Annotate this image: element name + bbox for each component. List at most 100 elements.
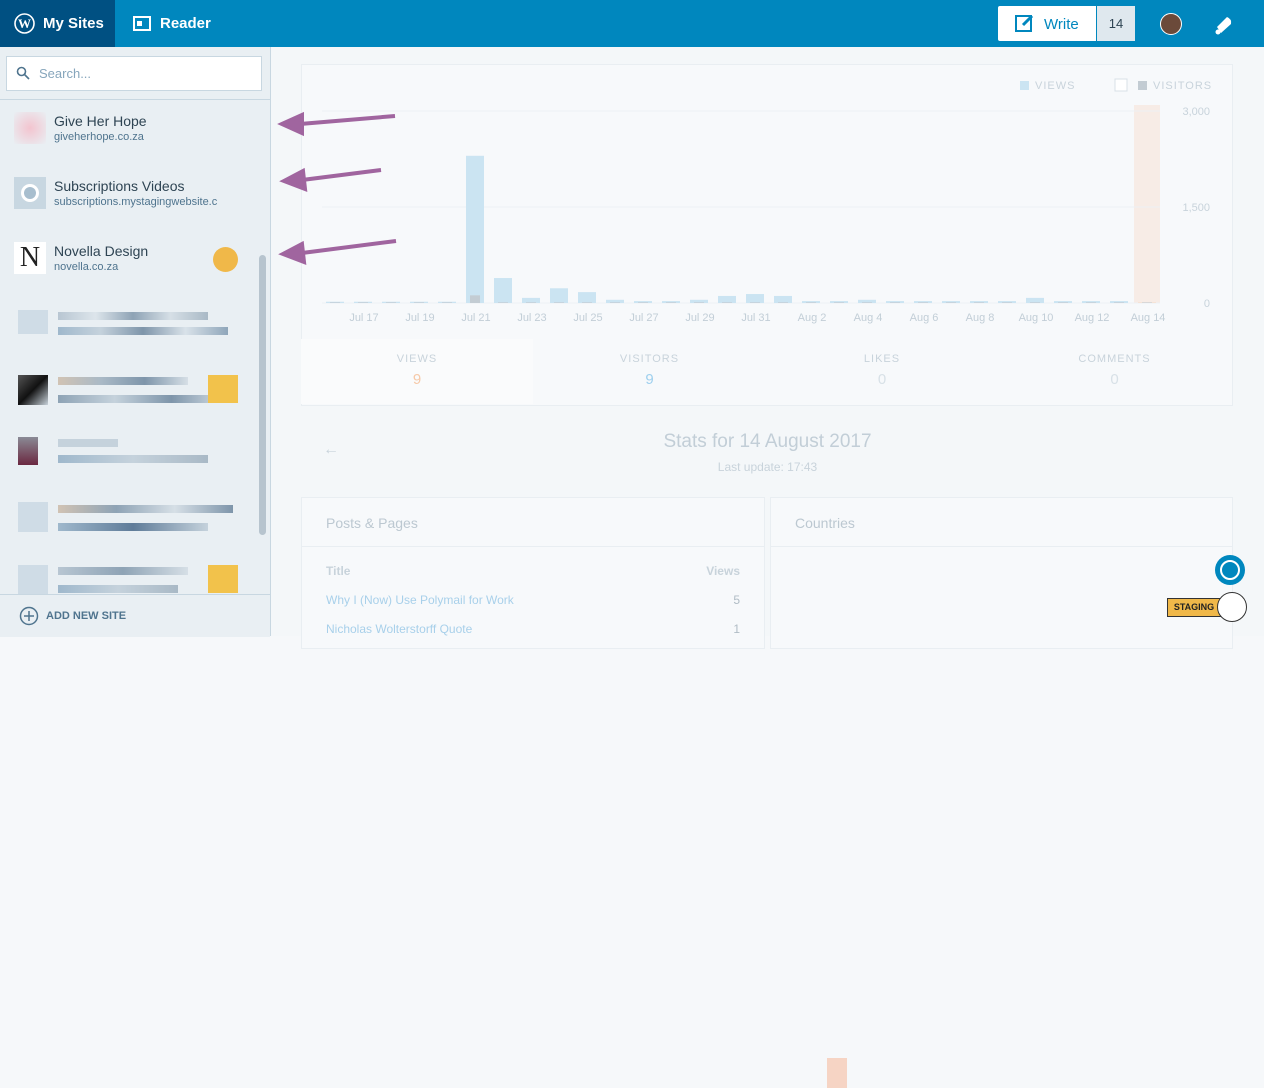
post-views: 1 xyxy=(733,622,740,636)
visitors-bar xyxy=(386,302,396,303)
y-tick-label: 0 xyxy=(1204,298,1210,310)
blurred-text xyxy=(58,567,188,575)
visitors-bar xyxy=(722,302,732,303)
site-url: giveherhope.co.za xyxy=(54,131,144,143)
chart: VIEWS VISITORS 0 1,500 3,000 Jul 17 Jul 19 Ju… xyxy=(322,78,1211,324)
site-name: Give Her Hope xyxy=(54,113,147,129)
views-bar xyxy=(718,295,736,303)
post-views: 5 xyxy=(733,593,740,607)
post-title[interactable]: Why I (Now) Use Polymail for Work xyxy=(326,593,514,607)
site-row[interactable]: N Novella Design novella.co.za xyxy=(0,235,255,295)
blurred-badge xyxy=(208,375,238,403)
site-row[interactable]: Give Her Hope giveherhope.co.za xyxy=(0,105,255,165)
legend-label: VIEWS xyxy=(1035,80,1075,92)
avatar[interactable] xyxy=(1160,13,1182,35)
views-bar xyxy=(522,297,540,303)
visitors-bar xyxy=(890,302,900,303)
site-url: subscriptions.mystagingwebsite.c xyxy=(54,196,218,208)
staging-badge: STAGING xyxy=(1167,598,1221,617)
post-title[interactable]: Nicholas Wolterstorff Quote xyxy=(326,622,473,636)
x-tick-label: Jul 21 xyxy=(461,312,490,324)
blurred-text xyxy=(58,312,208,320)
help-button[interactable] xyxy=(1215,555,1245,585)
blurred-icon xyxy=(18,437,38,465)
back-arrow[interactable]: ← xyxy=(323,441,339,458)
blurred-text xyxy=(58,585,178,593)
x-tick-label: Jul 17 xyxy=(349,312,378,324)
views-bar xyxy=(1082,301,1100,303)
my-sites-tab[interactable]: W My Sites xyxy=(0,0,115,47)
views-bar xyxy=(998,301,1016,303)
blurred-icon xyxy=(18,310,48,334)
blurred-text xyxy=(58,395,228,403)
summary-label: COMMENTS xyxy=(1078,353,1151,365)
views-bar xyxy=(662,301,680,303)
site-icon xyxy=(14,112,46,144)
visitors-bar xyxy=(610,302,620,303)
blurred-text xyxy=(58,505,233,513)
x-tick-label: Jul 29 xyxy=(685,312,714,324)
visitors-bar xyxy=(526,302,536,303)
visitors-bar xyxy=(498,302,508,303)
visitors-bar xyxy=(694,302,704,303)
masterbar: W My Sites Reader Write 14 xyxy=(0,0,1264,47)
summary-label: LIKES xyxy=(863,353,901,365)
legend-checkbox[interactable] xyxy=(1114,78,1128,92)
countries-card: Countries xyxy=(770,497,1233,1088)
summary-tab[interactable]: VIEWS 9 xyxy=(301,339,533,404)
reader-tab[interactable]: Reader xyxy=(115,0,225,47)
scrollbar[interactable] xyxy=(259,255,266,535)
stats-heading: Stats for 14 August 2017 xyxy=(663,431,872,452)
x-tick-label: Aug 10 xyxy=(1019,312,1054,324)
visitors-bar xyxy=(918,302,928,303)
x-tick-label: Jul 25 xyxy=(573,312,602,324)
views-bar xyxy=(774,295,792,303)
debug-button[interactable] xyxy=(1217,592,1247,622)
divider xyxy=(302,546,764,547)
blurred-text xyxy=(58,327,228,335)
visitors-bar xyxy=(330,302,340,303)
views-bar xyxy=(550,288,568,303)
write-button[interactable]: Write xyxy=(998,6,1096,41)
summary-tab[interactable]: VISITORS 9 xyxy=(534,339,766,404)
visitors-bar xyxy=(358,302,368,303)
sync-badge xyxy=(213,247,238,272)
views-bar xyxy=(802,301,820,303)
blurred-text xyxy=(58,377,188,385)
views-bar xyxy=(858,299,876,303)
views-bar xyxy=(1054,301,1072,303)
legend-swatch xyxy=(1138,81,1147,90)
visitors-bar xyxy=(1114,302,1124,303)
add-site-footer[interactable]: ADD NEW SITE xyxy=(0,594,270,637)
x-tick-label: Aug 4 xyxy=(854,312,883,324)
visitors-bar xyxy=(1030,302,1040,303)
site-name: Novella Design xyxy=(54,243,149,259)
sidebar: Search... Give Her Hope giveherhope.co.z… xyxy=(0,47,271,637)
visitors-bar xyxy=(414,302,424,303)
visitors-bar xyxy=(582,302,592,303)
search-box[interactable]: Search... xyxy=(6,56,262,91)
write-label: Write xyxy=(1044,16,1079,33)
visitors-bar xyxy=(1142,302,1152,303)
notifications-bell[interactable] xyxy=(1213,13,1235,35)
visitors-bar xyxy=(1086,302,1096,303)
summary-tab[interactable]: COMMENTS 0 xyxy=(999,339,1231,404)
card-title: Posts & Pages xyxy=(326,515,418,531)
draft-count[interactable]: 14 xyxy=(1097,6,1135,41)
visitors-bar xyxy=(666,302,676,303)
blurred-text xyxy=(58,523,208,531)
site-row[interactable]: Subscriptions Videos subscriptions.mysta… xyxy=(0,170,255,230)
visitors-bar xyxy=(1058,302,1068,303)
summary-value: 9 xyxy=(412,371,422,388)
views-bar xyxy=(746,294,764,303)
x-tick-label: Aug 12 xyxy=(1075,312,1110,324)
write-icon xyxy=(1015,14,1034,32)
x-tick-label: Aug 2 xyxy=(798,312,827,324)
visitors-bar xyxy=(638,302,648,303)
x-tick-label: Jul 31 xyxy=(741,312,770,324)
summary-tab[interactable]: LIKES 0 xyxy=(766,339,998,404)
site-name: Subscriptions Videos xyxy=(54,178,185,194)
views-bar xyxy=(690,299,708,303)
visitors-bar xyxy=(750,302,760,303)
visitors-bar xyxy=(778,302,788,303)
